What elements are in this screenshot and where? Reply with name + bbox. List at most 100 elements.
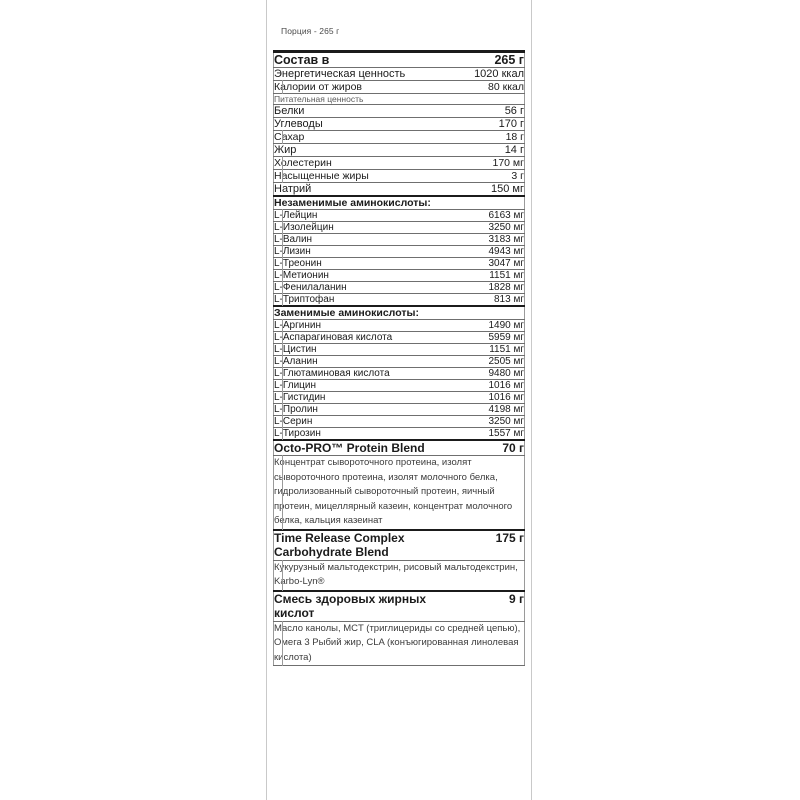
ingredients-cell: Кукурузный мальтодекстрин, рисовый мальт…	[273, 559, 525, 591]
row-value: 18 г	[505, 131, 524, 143]
table-row-amino: L-Глютаминовая кислота 9480 мг	[273, 366, 525, 380]
table-row-macro: Питательная ценность	[273, 93, 525, 105]
blend-heading-cell: Octo-PRO™ Protein Blend 70 г	[273, 439, 525, 456]
row-label: Белки	[274, 105, 305, 117]
row-label: L-Аланин	[274, 356, 318, 367]
blend-heading-cell: Time Release Complex 175 г Carbohydrate Bl…	[273, 528, 525, 561]
row-label: L-Аргинин	[274, 320, 321, 331]
row-value: 4198 мг	[488, 404, 524, 415]
table-row-section-heading: Заменимые аминокислоты:	[273, 305, 525, 320]
amino-cell: L-Глютаминовая кислота 9480 мг	[273, 366, 525, 380]
row-label: Жир	[274, 144, 297, 156]
table-row-macro: Натрий 150 мг	[273, 182, 525, 197]
amino-cell: L-Триптофан 813 мг	[273, 292, 525, 307]
table-row-macro: Холестерин 170 мг	[273, 155, 525, 170]
table-row-macro: Жир 14 г	[273, 143, 525, 157]
row-label: Смесь здоровых жирных	[274, 591, 427, 606]
row-value: 70 г	[502, 441, 524, 455]
table-row-amino: L-Пролин 4198 мг	[273, 402, 525, 416]
row-value: 170 мг	[492, 157, 525, 169]
table-row-amino: L-Серин 3250 мг	[273, 414, 525, 428]
row-label: Насыщенные жиры	[274, 170, 369, 182]
row-value: 5959 мг	[488, 332, 524, 343]
row-value: 9 г	[508, 591, 524, 606]
row-value: 1151 мг	[489, 344, 524, 355]
table-row-amino: L-Лейцин 6163 мг	[273, 208, 525, 222]
row-value: 1016 мг	[488, 380, 524, 391]
amino-cell: L-Аргинин 1490 мг	[273, 318, 525, 332]
row-label: Незаменимые аминокислоты:	[274, 197, 431, 209]
row-label-line2: Carbohydrate Blend	[274, 544, 389, 559]
row-value: 1020 ккал	[474, 68, 524, 80]
macro-cell: Питательная ценность	[273, 93, 525, 105]
row-value: 9480 мг	[488, 368, 524, 379]
table-row-amino: L-Гистидин 1016 мг	[273, 390, 525, 404]
row-label: L-Триптофан	[274, 294, 335, 305]
table-row-section-heading: Незаменимые аминокислоты:	[273, 195, 525, 210]
row-label: Сахар	[274, 131, 305, 143]
table-row-amino: L-Лизин 4943 мг	[273, 244, 525, 258]
ingredients-cell: Масло канолы, MCT (триглицериды со средн…	[273, 620, 525, 666]
nonessential-heading-cell: Заменимые аминокислоты:	[273, 305, 525, 320]
nutrition-table-body: Состав в 265 г Энергетическая ценность 10…	[273, 50, 525, 666]
row-value: 6163 мг	[488, 210, 524, 221]
serving-size-line: Порция - 265 г	[281, 26, 340, 36]
row-value: 1151 мг	[489, 270, 524, 281]
row-value: 4943 мг	[488, 246, 524, 257]
row-label-line2: кислот	[274, 605, 315, 620]
row-value: 150 мг	[491, 183, 524, 195]
amino-cell: L-Лейцин 6163 мг	[273, 208, 525, 222]
nutrition-table: Состав в 265 г Энергетическая ценность 10…	[273, 50, 525, 666]
table-row-amino: L-Аланин 2505 мг	[273, 354, 525, 368]
row-value: 56 г	[504, 105, 524, 117]
row-label: L-Лейцин	[274, 210, 318, 221]
row-value: 1828 мг	[488, 282, 524, 293]
amino-cell: L-Цистин 1151 мг	[273, 342, 525, 356]
amino-cell: L-Глицин 1016 мг	[273, 378, 525, 392]
row-value: 813 мг	[494, 294, 524, 305]
table-row-amino: L-Изолейцин 3250 мг	[273, 220, 525, 234]
row-value: 1016 мг	[488, 392, 524, 403]
row-label: L-Гистидин	[274, 392, 326, 403]
row-label: Time Release Complex	[274, 530, 405, 545]
row-value: 80 ккал	[488, 81, 524, 93]
amino-cell: L-Валин 3183 мг	[273, 232, 525, 246]
amino-cell: L-Пролин 4198 мг	[273, 402, 525, 416]
table-row-macro: Энергетическая ценность 1020 ккал	[273, 67, 525, 81]
row-label: Холестерин	[274, 157, 332, 169]
row-label: L-Аспарагиновая кислота	[274, 332, 393, 343]
row-label: L-Изолейцин	[274, 222, 334, 233]
row-value: 3250 мг	[488, 222, 524, 233]
row-label: L-Цистин	[274, 344, 317, 355]
amino-cell: L-Серин 3250 мг	[273, 414, 525, 428]
ingredients-row: Кукурузный мальтодекстрин, рисовый мальт…	[273, 559, 525, 591]
row-label: Питательная ценность	[274, 94, 364, 104]
macro-cell: Белки 56 г	[273, 104, 525, 118]
row-label: Углеводы	[274, 118, 323, 130]
row-label: L-Валин	[274, 234, 313, 245]
macro-cell: Жир 14 г	[273, 143, 525, 157]
header-cell: Состав в 265 г	[273, 50, 525, 68]
essential-heading-cell: Незаменимые аминокислоты:	[273, 195, 525, 210]
table-row-macro: Углеводы 170 г	[273, 117, 525, 131]
row-label: L-Пролин	[274, 404, 318, 415]
table-row-amino: L-Аргинин 1490 мг	[273, 318, 525, 332]
row-label: L-Глютаминовая кислота	[274, 368, 390, 379]
header-value: 265 г	[494, 53, 524, 67]
amino-cell: L-Гистидин 1016 мг	[273, 390, 525, 404]
table-row-amino: L-Треонин 3047 мг	[273, 256, 525, 270]
row-label: Энергетическая ценность	[274, 68, 406, 80]
table-row-amino: L-Глицин 1016 мг	[273, 378, 525, 392]
row-label: L-Лизин	[274, 246, 311, 257]
amino-cell: L-Тирозин 1557 мг	[273, 426, 525, 441]
table-row-macro: Калории от жиров 80 ккал	[273, 79, 525, 94]
table-row-macro: Белки 56 г	[273, 104, 525, 118]
row-label: Натрий	[274, 183, 312, 195]
table-row-amino: L-Цистин 1151 мг	[273, 342, 525, 356]
row-value: 170 г	[498, 118, 524, 130]
row-label: L-Серин	[274, 416, 313, 427]
ingredients-row: Концентрат сывороточного протеина, изоля…	[273, 454, 525, 530]
amino-cell: L-Изолейцин 3250 мг	[273, 220, 525, 234]
macro-cell: Углеводы 170 г	[273, 117, 525, 131]
table-row-amino: L-Аспарагиновая кислота 5959 мг	[273, 330, 525, 344]
